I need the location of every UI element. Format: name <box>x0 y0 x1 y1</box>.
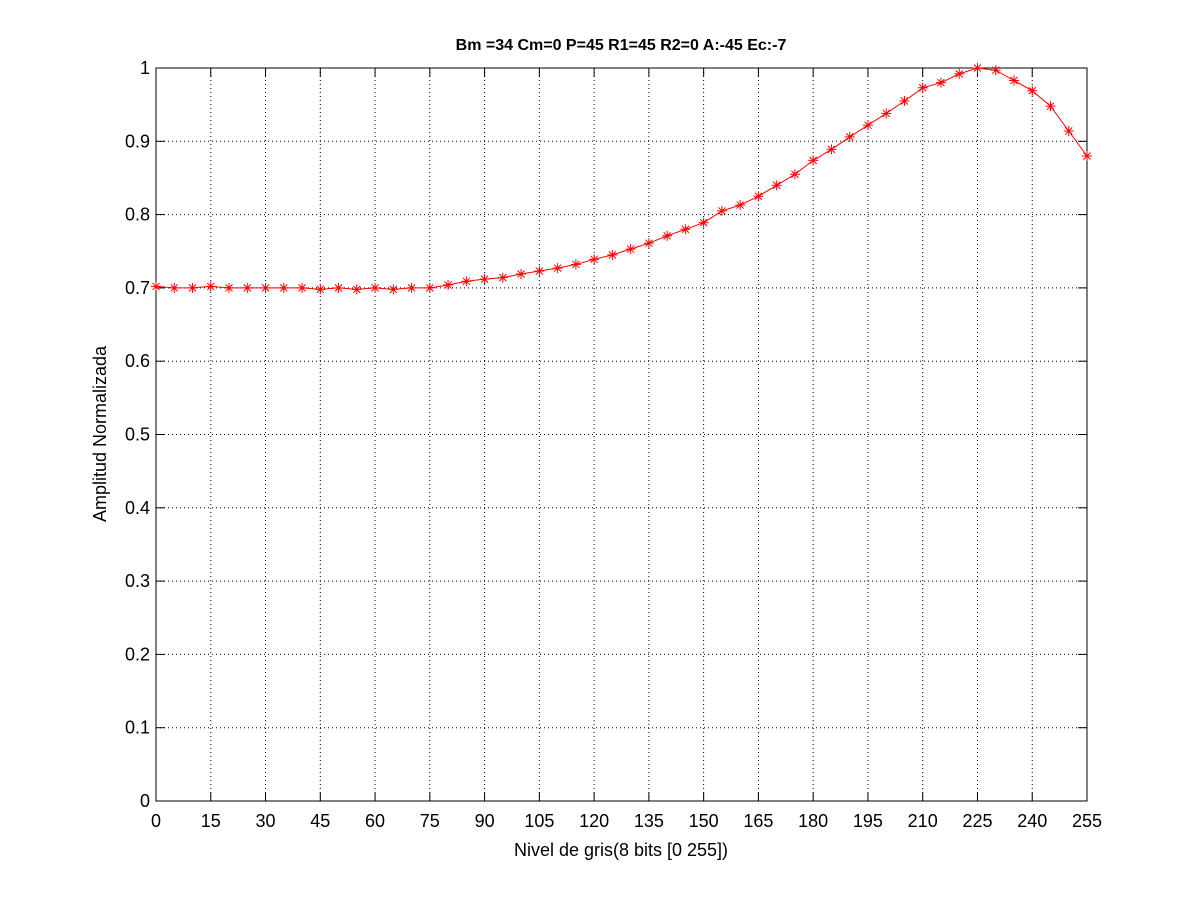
x-tick-label: 45 <box>310 811 330 831</box>
data-point <box>771 180 782 191</box>
y-tick-label: 0.1 <box>125 718 150 738</box>
y-axis-label: Amplitud Normalizada <box>90 345 110 522</box>
data-point <box>333 282 344 293</box>
data-point <box>716 205 727 216</box>
data-point <box>680 224 691 235</box>
x-tick-label: 180 <box>798 811 828 831</box>
data-point <box>151 281 161 292</box>
x-tick-label: 75 <box>420 811 440 831</box>
data-point <box>625 244 636 255</box>
y-tick-label: 1 <box>140 58 150 78</box>
data-point <box>844 131 855 142</box>
data-point <box>643 238 654 249</box>
x-tick-label: 105 <box>524 811 554 831</box>
data-point <box>972 63 983 73</box>
data-point <box>516 268 527 279</box>
data-point <box>351 284 362 295</box>
series-line <box>155 67 1088 290</box>
x-axis-label: Nivel de gris(8 bits [0 255]) <box>514 840 728 860</box>
data-point <box>242 282 253 293</box>
y-tick-label: 0.2 <box>125 644 150 664</box>
data-point <box>260 282 271 293</box>
y-tick-labels: 0 0.1 0.2 0.3 0.4 0.5 0.6 0.7 0.8 0.9 1 <box>125 58 150 811</box>
data-point <box>552 263 563 274</box>
data-point <box>808 155 819 166</box>
chart-title: Bm =34 Cm=0 P=45 R1=45 R2=0 A:-45 Ec:-7 <box>456 37 787 54</box>
data-point <box>1045 101 1056 112</box>
data-point <box>935 77 946 88</box>
x-tick-label: 195 <box>853 811 883 831</box>
data-point <box>826 144 837 155</box>
x-tick-label: 120 <box>579 811 609 831</box>
x-tick-label: 255 <box>1072 811 1102 831</box>
y-tick-label: 0.3 <box>125 571 150 591</box>
data-point <box>224 282 235 293</box>
x-tick-label: 0 <box>151 811 161 831</box>
data-point <box>205 281 216 292</box>
data-point <box>297 282 308 293</box>
data-point <box>753 191 764 202</box>
data-point <box>169 282 180 293</box>
data-point <box>862 120 873 131</box>
data-point <box>881 108 892 119</box>
data-point <box>479 274 490 285</box>
x-tick-label: 210 <box>908 811 938 831</box>
data-point <box>607 249 618 260</box>
x-tick-label: 225 <box>962 811 992 831</box>
data-point <box>461 276 472 287</box>
x-tick-label: 135 <box>634 811 664 831</box>
data-point <box>662 230 673 241</box>
data-point <box>899 95 910 106</box>
y-tick-label: 0.9 <box>125 131 150 151</box>
series-layer <box>151 63 1092 295</box>
data-point <box>278 282 289 293</box>
data-point <box>443 279 454 290</box>
data-point <box>370 282 381 293</box>
y-tick-label: 0.5 <box>125 425 150 445</box>
data-point <box>698 217 709 228</box>
data-point <box>990 65 1001 76</box>
data-point <box>589 254 600 265</box>
data-point <box>315 284 326 295</box>
x-tick-label: 165 <box>743 811 773 831</box>
y-tick-label: 0.7 <box>125 278 150 298</box>
x-tick-labels: 0 15 30 45 60 75 90 105 120 135 150 165 180 195 210 225… <box>151 811 1102 831</box>
x-tick-label: 150 <box>689 811 719 831</box>
plot-area <box>156 68 1087 801</box>
x-tick-label: 30 <box>256 811 276 831</box>
data-point <box>187 282 198 293</box>
data-point <box>1027 85 1038 96</box>
tick-marks <box>155 67 1088 802</box>
data-point <box>789 169 800 180</box>
data-point <box>917 82 928 93</box>
x-tick-label: 15 <box>201 811 221 831</box>
data-point <box>1008 75 1019 86</box>
data-point <box>497 272 508 283</box>
data-point <box>735 200 746 211</box>
y-tick-label: 0.6 <box>125 351 150 371</box>
data-point <box>1082 150 1092 161</box>
x-tick-label: 240 <box>1017 811 1047 831</box>
y-tick-label: 0 <box>140 791 150 811</box>
data-point <box>954 68 965 79</box>
data-point <box>388 284 399 295</box>
y-tick-label: 0.4 <box>125 498 150 518</box>
x-tick-label: 60 <box>365 811 385 831</box>
data-point <box>1063 126 1074 137</box>
data-point <box>570 259 581 270</box>
data-point <box>534 266 545 277</box>
data-point <box>424 282 435 293</box>
y-tick-label: 0.8 <box>125 205 150 225</box>
x-tick-label: 90 <box>475 811 495 831</box>
data-point <box>406 282 417 293</box>
